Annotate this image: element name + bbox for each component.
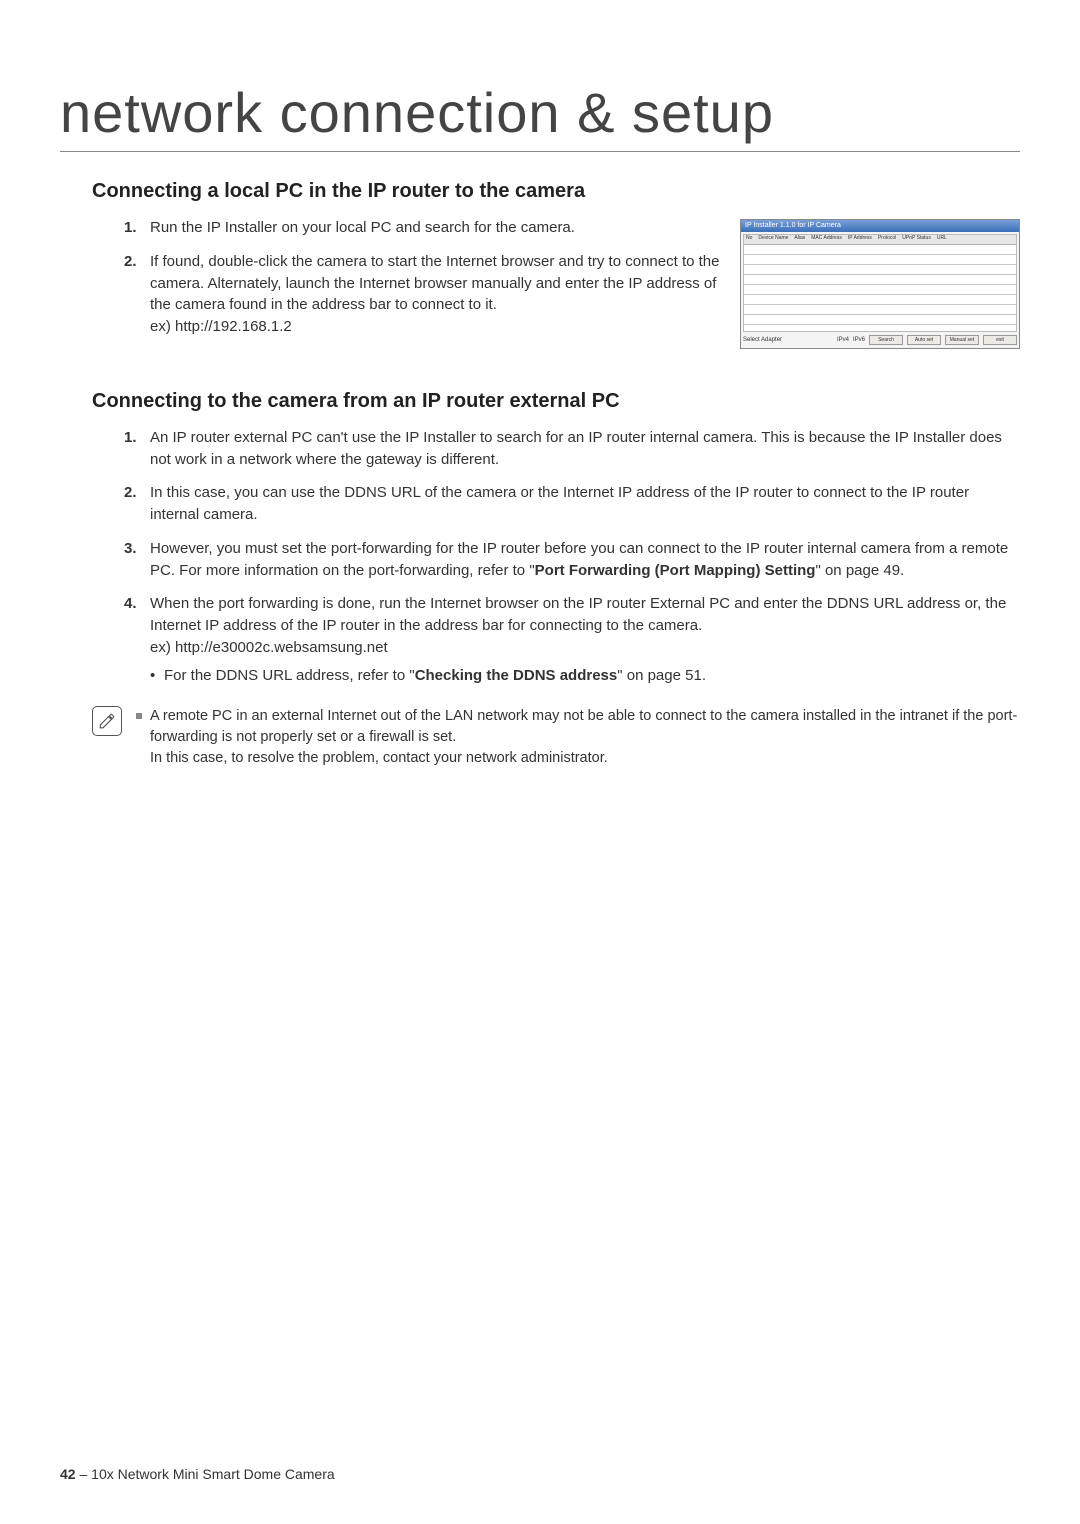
step-text: When the port forwarding is done, run th… (150, 595, 1006, 656)
section2-heading: Connecting to the camera from an IP rout… (60, 390, 1020, 413)
figure-radio-ipv6: IPv6 (853, 337, 865, 343)
section2-step-4: When the port forwarding is done, run th… (124, 593, 1020, 686)
bullet-pre: For the DDNS URL address, refer to " (164, 667, 415, 684)
section2-step-2: In this case, you can use the DDNS URL o… (124, 482, 1020, 526)
step-text: Run the IP Installer on your local PC an… (150, 219, 575, 236)
step-text-post: " on page 49. (815, 562, 904, 579)
footer-separator: – (76, 1466, 92, 1482)
step-sub-bullet: For the DDNS URL address, refer to "Chec… (150, 665, 1020, 687)
note-body: A remote PC in an external Internet out … (136, 706, 1020, 769)
section1-heading: Connecting a local PC in the IP router t… (60, 180, 1020, 203)
step-text-bold: Port Forwarding (Port Mapping) Setting (535, 562, 816, 579)
section2-steps: An IP router external PC can't use the I… (124, 427, 1020, 687)
page-title: network connection & setup (60, 80, 1020, 152)
section2-step-3: However, you must set the port-forwardin… (124, 538, 1020, 582)
note-block: A remote PC in an external Internet out … (60, 706, 1020, 769)
section2-step-1: An IP router external PC can't use the I… (124, 427, 1020, 471)
note-pencil-icon (92, 706, 122, 736)
step-text: If found, double-click the camera to sta… (150, 253, 719, 335)
note-line-2: In this case, to resolve the problem, co… (136, 748, 1020, 769)
pencil-icon (98, 712, 116, 730)
section1-step-2: If found, double-click the camera to sta… (124, 251, 1020, 338)
figure-radio-ipv4: IPv4 (837, 337, 849, 343)
page-footer: 42 – 10x Network Mini Smart Dome Camera (60, 1466, 335, 1482)
section1-steps: Run the IP Installer on your local PC an… (124, 217, 1020, 338)
figure-adapter-label: Select Adapter (743, 337, 782, 343)
step-text: An IP router external PC can't use the I… (150, 429, 1002, 468)
footer-product: 10x Network Mini Smart Dome Camera (91, 1466, 335, 1482)
note-line-1: A remote PC in an external Internet out … (136, 706, 1020, 748)
bullet-bold: Checking the DDNS address (415, 667, 618, 684)
note-text-2: In this case, to resolve the problem, co… (150, 750, 608, 766)
step-text: In this case, you can use the DDNS URL o… (150, 484, 969, 523)
page-number: 42 (60, 1466, 76, 1482)
note-text-1: A remote PC in an external Internet out … (150, 708, 1017, 745)
section1-step-1: Run the IP Installer on your local PC an… (124, 217, 1020, 239)
bullet-post: " on page 51. (617, 667, 706, 684)
